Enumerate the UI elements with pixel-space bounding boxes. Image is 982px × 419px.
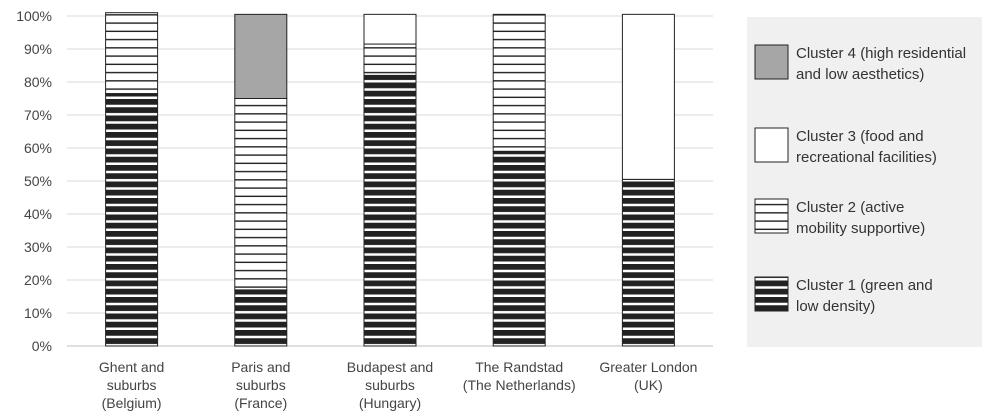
bar-segment [234,289,288,347]
legend-swatch [754,276,789,312]
x-category-label: (UK) [634,377,663,393]
x-category-label: (Belgium) [102,395,162,411]
x-category-label: Budapest and [347,359,433,375]
legend: Cluster 4 (high residential and low aesth… [754,44,966,315]
x-axis-categories: Ghent and suburbs (Belgium) Paris and suburb… [99,359,698,411]
x-category-label: (Hungary) [359,395,421,411]
y-tick-label: 100% [16,8,52,24]
legend-label: low density) [796,298,875,315]
legend-label: Cluster 3 (food and [796,128,924,145]
bar-segment [492,150,546,347]
y-axis-ticks: 0% 10% 20% 30% 40% 50% 60% 70% 80% 90% 100% [16,8,52,354]
bar-segment [234,98,288,291]
bar-segment [492,13,546,152]
x-category-label: suburbs [107,377,157,393]
bar-segment [621,13,675,180]
legend-label: recreational facilities) [796,149,937,166]
legend-label: Cluster 1 (green and [796,277,933,294]
legend-swatch [754,198,789,234]
bar-segment [363,43,417,76]
x-category-label: suburbs [236,377,286,393]
y-tick-label: 30% [24,239,52,255]
y-tick-label: 20% [24,272,52,288]
bar-segment [105,93,159,347]
y-tick-label: 80% [24,74,52,90]
bar-segment [621,178,675,347]
bar-segment [363,74,417,347]
bar-segment [363,13,417,45]
x-category-label: Paris and [231,359,290,375]
legend-label: Cluster 4 (high residential [796,45,966,62]
y-tick-label: 10% [24,305,52,321]
bar-segment [234,13,288,100]
legend-swatch [754,127,789,163]
y-tick-label: 90% [24,41,52,57]
x-category-label: suburbs [365,377,415,393]
bar-segment [105,12,159,95]
x-category-label: (The Netherlands) [463,377,576,393]
y-tick-label: 50% [24,173,52,189]
legend-swatch [754,44,789,80]
legend-label: mobility supportive) [796,220,925,237]
y-tick-label: 60% [24,140,52,156]
bars [105,12,675,347]
legend-label: and low aesthetics) [796,66,924,83]
y-tick-label: 70% [24,107,52,123]
x-category-label: The Randstad [475,359,563,375]
x-category-label: Greater London [599,359,697,375]
x-category-label: (France) [234,395,287,411]
x-category-label: Ghent and [99,359,164,375]
y-tick-label: 40% [24,206,52,222]
y-tick-label: 0% [32,338,52,354]
legend-label: Cluster 2 (active [796,199,904,216]
